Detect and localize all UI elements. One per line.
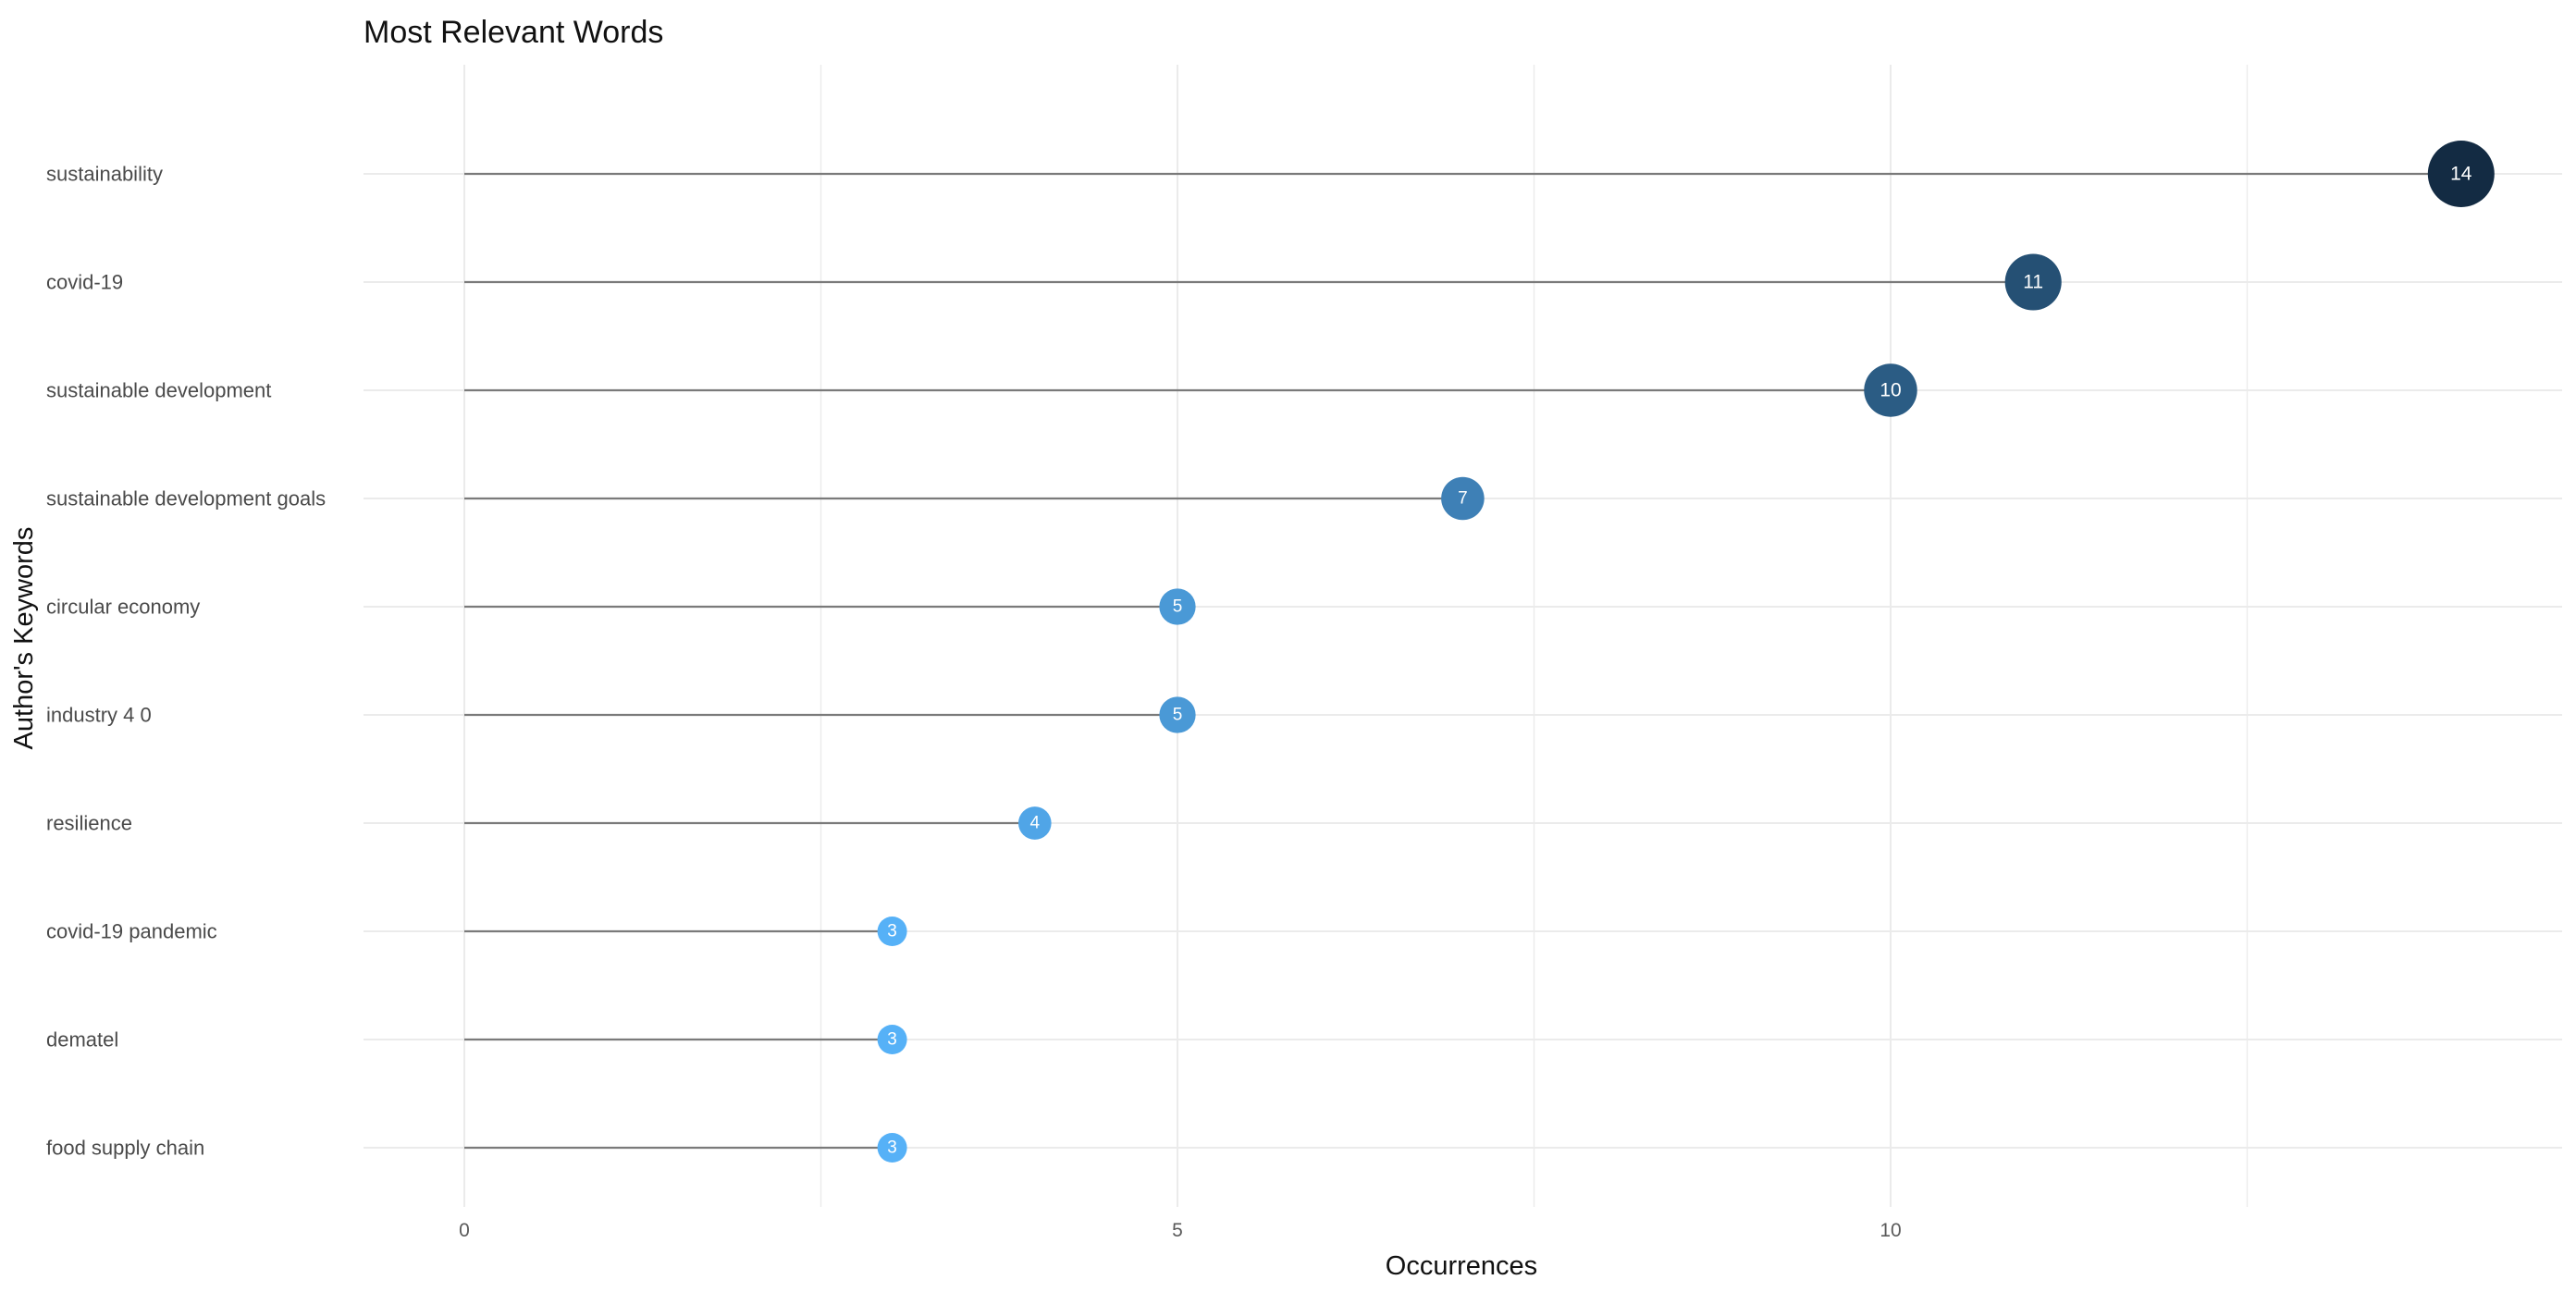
category-label: covid-19: [46, 271, 123, 294]
x-tick-label: 5: [1172, 1220, 1183, 1241]
category-label: covid-19 pandemic: [46, 920, 217, 943]
data-value-label: 5: [1173, 597, 1183, 617]
data-value-label: 11: [2023, 272, 2043, 293]
data-value-label: 7: [1458, 489, 1468, 509]
lollipop-dot: [1441, 476, 1485, 521]
data-value-label: 3: [887, 1030, 897, 1050]
data-value-label: 10: [1880, 380, 1901, 401]
category-label: sustainable development goals: [46, 487, 326, 511]
data-value-label: 14: [2450, 164, 2472, 185]
dot-layer: 14 11 10 7 5 5 4 3 3 3: [877, 141, 2495, 1163]
data-value-label: 3: [887, 1138, 897, 1158]
category-label-layer: sustainability covid-19 sustainable develo…: [46, 163, 326, 1160]
chart-title: Most Relevant Words: [364, 15, 663, 50]
x-tick-label: 0: [459, 1220, 470, 1241]
x-axis-title: Occurrences: [1386, 1251, 1537, 1281]
category-label: resilience: [46, 812, 132, 835]
y-axis-title: Author's Keywords: [9, 527, 39, 750]
lollipop-dot: [1159, 696, 1196, 733]
category-label: sustainable development: [46, 379, 271, 402]
lollipop-dot: [1864, 363, 1917, 417]
category-label: dematel: [46, 1028, 118, 1052]
data-value-label: 3: [887, 922, 897, 941]
data-value-label: 5: [1173, 706, 1183, 725]
lollipop-dot: [877, 1133, 907, 1163]
lollipop-dot: [2427, 141, 2495, 207]
data-value-label: 4: [1030, 814, 1041, 833]
stem-layer: [464, 172, 2461, 1150]
lollipop-dot: [877, 1025, 907, 1054]
category-label: industry 4 0: [46, 704, 152, 727]
lollipop-dot: [1017, 806, 1052, 840]
category-label: food supply chain: [46, 1137, 204, 1160]
category-label: circular economy: [46, 596, 200, 619]
lollipop-dot: [877, 917, 907, 946]
category-label: sustainability: [46, 163, 163, 186]
tick-label-layer: 0 5 10: [459, 1220, 1902, 1241]
grid-layer: [364, 65, 2562, 1207]
x-tick-label: 10: [1880, 1220, 1901, 1241]
lollipop-dot: [1159, 588, 1196, 625]
lollipop-dot: [2004, 253, 2062, 311]
